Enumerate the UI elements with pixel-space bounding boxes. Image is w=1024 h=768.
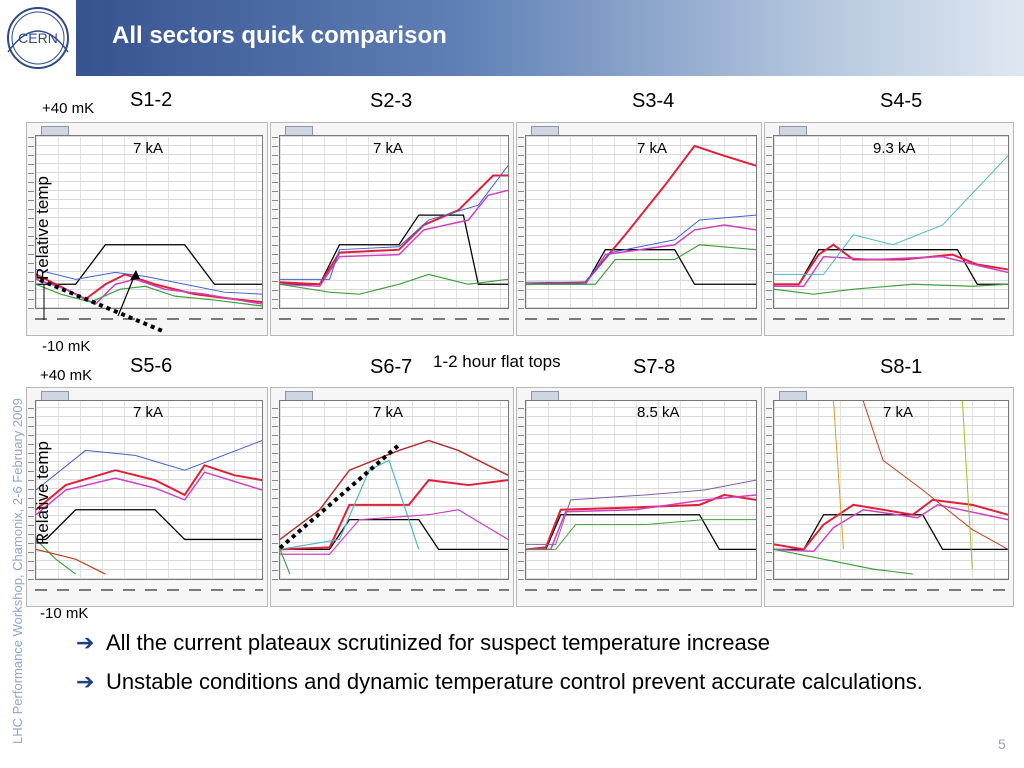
plot-area	[279, 400, 509, 580]
sector-label-s8-1: S8-1	[880, 356, 923, 378]
plot-x-ticks	[773, 586, 1009, 600]
current-label-s6-7: 7 kA	[373, 404, 404, 421]
plot-panel-s3-4	[516, 122, 762, 336]
plot-y-ticks	[518, 400, 524, 580]
relative-temp-label-bottom: Relative temp	[33, 441, 52, 545]
bottom-low-label: -10 mK	[40, 605, 89, 622]
plot-panel-s5-6	[26, 387, 268, 607]
sector-label-s7-8: S7-8	[633, 356, 676, 378]
temperature-traces	[36, 244, 262, 307]
temperature-traces	[526, 479, 756, 551]
workshop-side-text: LHC Performance Workshop, Chamonix, 2-6 …	[10, 398, 25, 744]
plot-y-ticks	[272, 400, 278, 580]
current-label-s5-6: 7 kA	[133, 404, 164, 421]
plot-y-ticks	[28, 135, 34, 309]
current-label-s1-2: 7 kA	[133, 140, 164, 157]
current-label-s8-1: 7 kA	[883, 404, 914, 421]
bullet-text: All the current plateaux scrutinized for…	[106, 630, 770, 655]
temperature-traces	[526, 144, 756, 286]
temperature-traces	[774, 155, 1008, 295]
plot-y-ticks	[766, 135, 772, 309]
current-label-s7-8: 8.5 kA	[637, 404, 680, 421]
sector-label-s3-4: S3-4	[632, 90, 675, 112]
temperature-traces	[280, 439, 508, 575]
flat-tops-note: 1-2 hour flat tops	[433, 352, 561, 371]
sector-label-s4-5: S4-5	[880, 90, 923, 112]
plot-x-ticks	[35, 315, 263, 329]
plot-panel-s4-5	[764, 122, 1014, 336]
plot-y-ticks	[28, 400, 34, 580]
top-high-label: +40 mK	[42, 100, 95, 117]
slide-header: CERN All sectors quick comparison	[0, 0, 1024, 76]
plot-x-ticks	[525, 586, 757, 600]
temperature-traces	[280, 165, 508, 295]
bullet-text: Unstable conditions and dynamic temperat…	[106, 669, 923, 694]
plot-area	[35, 400, 263, 580]
plot-panel-s8-1	[764, 387, 1014, 607]
bullet-item: ➔ Unstable conditions and dynamic temper…	[76, 667, 976, 696]
plot-panel-s7-8	[516, 387, 762, 607]
bullet-item: ➔ All the current plateaux scrutinized f…	[76, 628, 976, 657]
sector-label-s6-7: S6-7	[370, 356, 413, 378]
plot-y-ticks	[518, 135, 524, 309]
temperature-traces	[36, 440, 262, 575]
arrow-right-icon: ➔	[76, 630, 95, 655]
plot-x-ticks	[525, 315, 757, 329]
current-label-s2-3: 7 kA	[373, 140, 404, 157]
current-label-s4-5: 9.3 kA	[873, 140, 916, 157]
top-low-label: -10 mK	[42, 338, 91, 355]
plot-area	[279, 135, 509, 309]
sector-label-s5-6: S5-6	[130, 355, 173, 377]
sector-label-s1-2: S1-2	[130, 89, 173, 111]
arrow-right-icon: ➔	[76, 669, 95, 694]
temperature-traces	[774, 401, 1008, 575]
sector-label-s2-3: S2-3	[370, 90, 413, 112]
plot-panel-s2-3	[270, 122, 514, 336]
cern-logo-text: CERN	[18, 30, 58, 46]
relative-temp-label-top: Relative temp	[33, 176, 52, 280]
plot-x-ticks	[35, 586, 263, 600]
plot-area	[525, 135, 757, 309]
current-label-s3-4: 7 kA	[637, 140, 668, 157]
bottom-high-label: +40 mK	[40, 367, 93, 384]
plot-y-ticks	[766, 400, 772, 580]
plot-y-ticks	[272, 135, 278, 309]
page-number: 5	[998, 736, 1006, 752]
slide-title: All sectors quick comparison	[112, 22, 447, 49]
plot-area	[773, 400, 1009, 580]
cern-logo-icon: CERN	[7, 7, 69, 69]
cern-logo: CERN	[0, 0, 76, 76]
plot-area	[35, 135, 263, 309]
plot-area	[525, 400, 757, 580]
plot-x-ticks	[279, 586, 509, 600]
plot-area	[773, 135, 1009, 309]
plot-x-ticks	[279, 315, 509, 329]
plot-x-ticks	[773, 315, 1009, 329]
bullet-list: ➔ All the current plateaux scrutinized f…	[76, 628, 976, 706]
